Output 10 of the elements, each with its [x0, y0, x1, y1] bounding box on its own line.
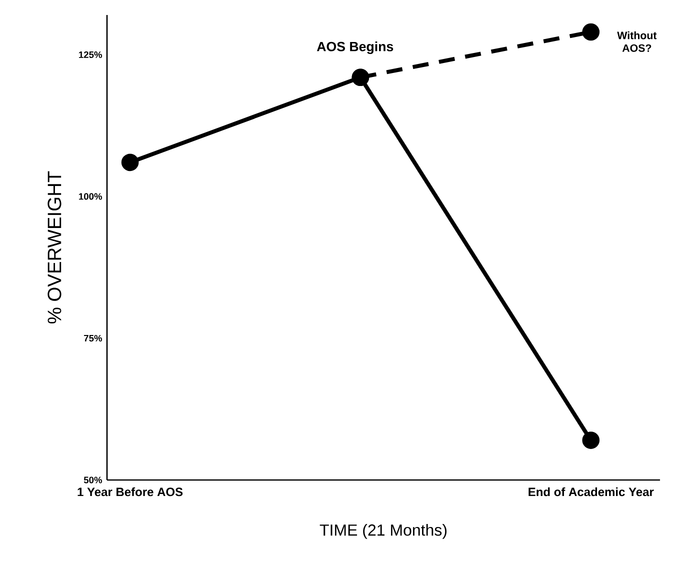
y-axis-title: % OVERWEIGHT — [48, 171, 62, 324]
annotation: AOS Begins — [316, 42, 394, 54]
annotation: Without AOS? — [617, 31, 657, 52]
y-tick-label: 50% — [84, 476, 102, 484]
x-axis-title: TIME (21 Months) — [320, 524, 447, 539]
x-tick-label: 1 Year Before AOS — [78, 487, 183, 496]
x-tick-label: End of Academic Year — [528, 487, 654, 496]
y-tick-label: 125% — [79, 51, 102, 58]
y-tick-label: 75% — [84, 334, 102, 342]
y-tick-label: 100% — [79, 193, 102, 200]
